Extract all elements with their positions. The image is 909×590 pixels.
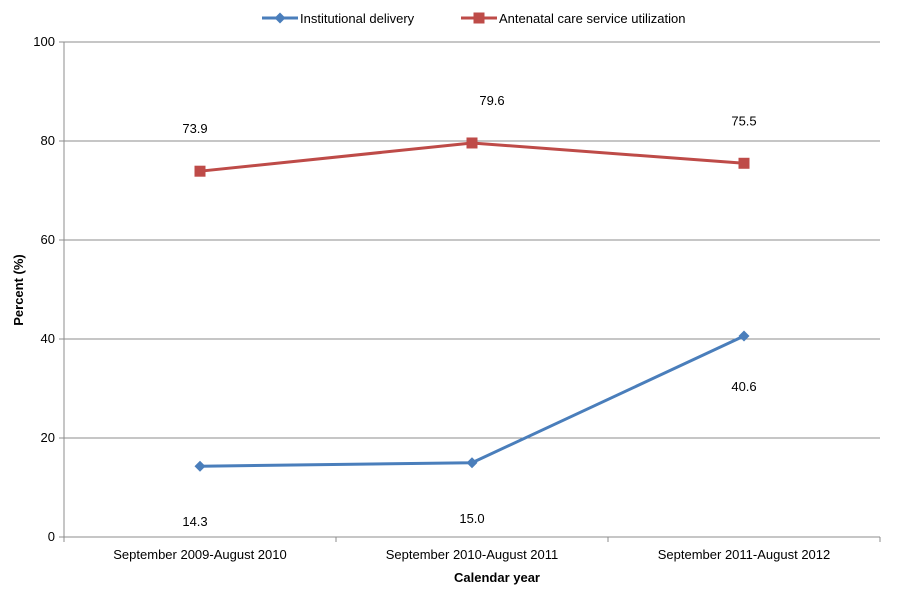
y-tick-label: 20 xyxy=(41,430,55,445)
series-line xyxy=(199,334,745,468)
y-tick-label: 40 xyxy=(41,331,55,346)
legend-label: Institutional delivery xyxy=(300,11,415,26)
axes: 0 20 40 60 80 100 September 2009-August 2010 Se… xyxy=(33,34,881,562)
y-tick-label: 0 xyxy=(48,529,55,544)
y-tick-label: 80 xyxy=(41,133,55,148)
series-0: 14.3 15.0 40.6 xyxy=(182,330,757,529)
data-point xyxy=(466,457,478,469)
data-point xyxy=(466,137,478,149)
y-axis-title: Percent (%) xyxy=(11,254,26,326)
y-tick-label: 100 xyxy=(33,34,55,49)
legend: Institutional delivery Antenatal care ser… xyxy=(262,11,685,26)
series-layer: 14.3 15.0 40.6 73.9 79.6 75.5 xyxy=(182,93,756,529)
data-label: 14.3 xyxy=(182,514,207,529)
legend-marker xyxy=(473,12,485,24)
y-tick-label: 60 xyxy=(41,232,55,247)
series-1: 73.9 79.6 75.5 xyxy=(182,93,757,177)
x-tick-label: September 2010-August 2011 xyxy=(386,547,559,562)
data-label: 79.6 xyxy=(479,93,504,108)
data-label: 15.0 xyxy=(459,511,484,526)
data-point xyxy=(738,157,750,169)
legend-marker xyxy=(274,12,286,24)
data-point xyxy=(738,330,750,342)
data-label: 73.9 xyxy=(182,121,207,136)
data-point xyxy=(194,165,206,177)
data-label: 40.6 xyxy=(731,379,756,394)
x-tick-label: September 2011-August 2012 xyxy=(658,547,831,562)
x-axis-title: Calendar year xyxy=(454,570,540,585)
data-point xyxy=(194,460,206,472)
x-tick-label: September 2009-August 2010 xyxy=(113,547,286,562)
gridlines xyxy=(64,41,880,439)
legend-label: Antenatal care service utilization xyxy=(499,11,685,26)
data-label: 75.5 xyxy=(731,113,756,128)
